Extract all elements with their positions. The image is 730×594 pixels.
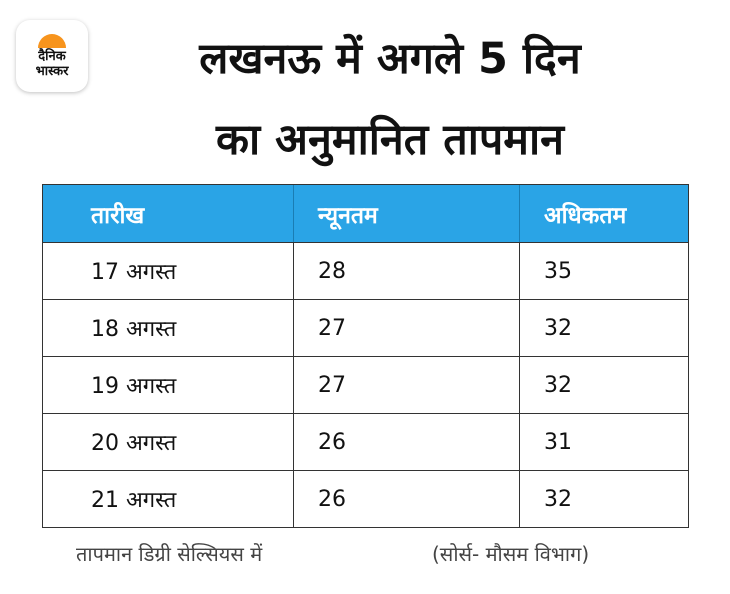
max-temp-cell: 32 [519,471,688,527]
temperature-table: तारीख न्यूनतम अधिकतम 17 अगस्त 28 35 18 अ… [42,184,689,528]
min-temp-cell: 27 [293,300,519,356]
date-cell: 19 अगस्त [91,374,177,399]
column-header-max: अधिकतम [519,185,688,242]
logo-line-2: भास्कर [35,64,69,79]
column-header-date: तारीख [91,202,145,229]
column-header-min: न्यूनतम [293,185,519,242]
min-temp-cell: 26 [293,414,519,470]
date-cell: 18 अगस्त [91,317,177,342]
min-temp-cell: 28 [293,243,519,299]
source-note: (सोर्स- मौसम विभाग) [432,542,590,566]
table-row: 19 अगस्त 27 32 [43,356,688,413]
min-temp-cell: 26 [293,471,519,527]
logo-line-1: दैनिक [38,49,66,64]
table-header-row: तारीख न्यूनतम अधिकतम [43,185,688,242]
headline-line-2: का अनुमानित तापमान [216,115,564,165]
min-temp-cell: 27 [293,357,519,413]
table-row: 17 अगस्त 28 35 [43,242,688,299]
dainik-bhaskar-logo: दैनिक भास्कर [16,20,88,92]
date-cell: 17 अगस्त [91,260,177,285]
max-temp-cell: 35 [519,243,688,299]
unit-note: तापमान डिग्री सेल्सियस में [76,542,263,566]
sun-icon [38,34,66,48]
table-row: 20 अगस्त 26 31 [43,413,688,470]
max-temp-cell: 31 [519,414,688,470]
table-row: 21 अगस्त 26 32 [43,470,688,527]
date-cell: 20 अगस्त [91,431,177,456]
max-temp-cell: 32 [519,300,688,356]
table-row: 18 अगस्त 27 32 [43,299,688,356]
date-cell: 21 अगस्त [91,488,177,513]
max-temp-cell: 32 [519,357,688,413]
headline-line-1: लखनऊ में अगले 5 दिन [199,34,581,84]
